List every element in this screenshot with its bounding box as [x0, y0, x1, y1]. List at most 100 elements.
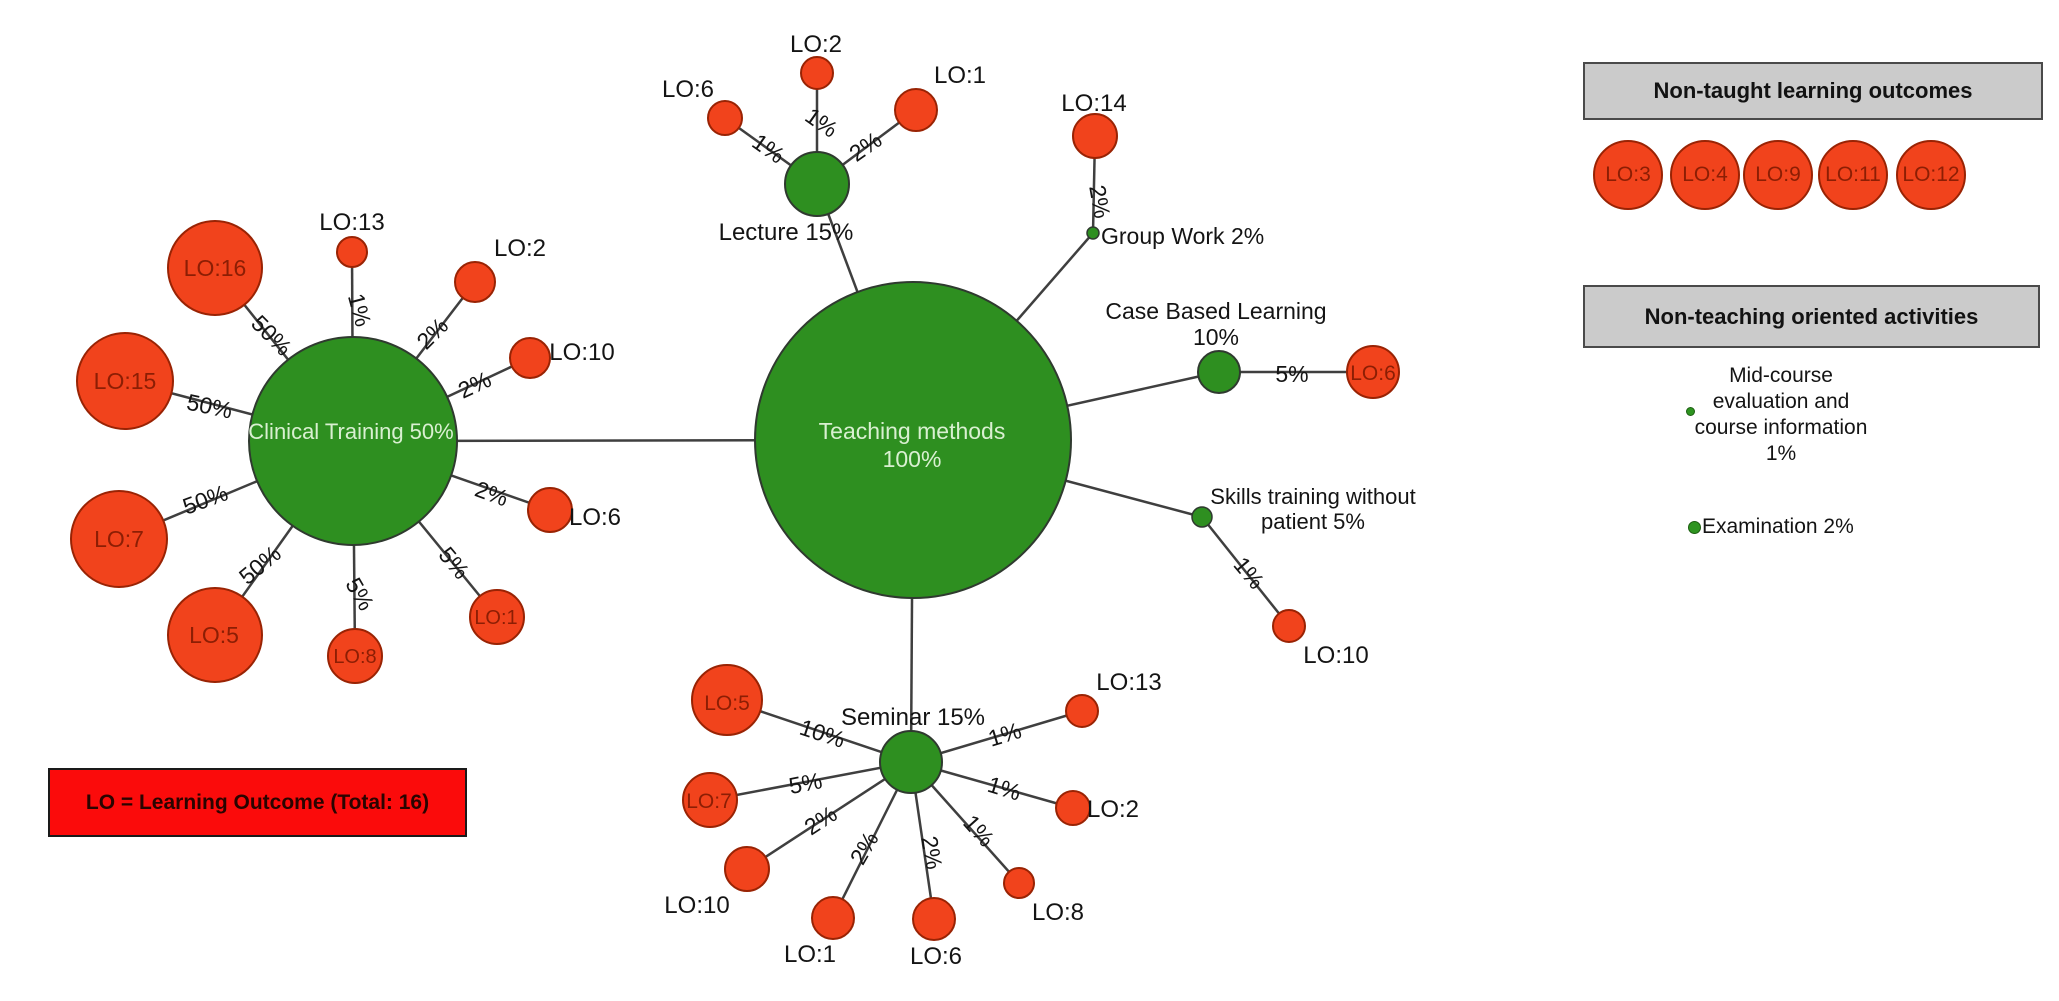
node-c1	[469, 589, 525, 645]
edge-seminar-s10	[746, 760, 912, 871]
non-taught-outcomes-title: Non-taught learning outcomes	[1653, 78, 1973, 103]
node-s7	[682, 772, 738, 828]
node-label-clinical: Clinical Training 50%	[248, 419, 453, 444]
node-label-cbl-2: 10%	[1193, 324, 1239, 350]
node-label-s13: LO:13	[1096, 669, 1161, 696]
edge-label-seminar-s13: 1%	[985, 717, 1024, 752]
non-taught-outcome-lo-4: LO:4	[1670, 140, 1740, 210]
non-taught-outcome-lo-11: LO:11	[1818, 140, 1888, 210]
node-c16	[167, 220, 263, 316]
node-label-k10: LO:10	[1303, 642, 1368, 669]
node-label-groupwork: Group Work 2%	[1101, 223, 1264, 249]
edge-label-clinical-c6: 2%	[472, 476, 512, 512]
edge-label-seminar-s1: 2%	[845, 827, 884, 869]
node-label-c13: LO:13	[319, 209, 384, 236]
node-label-b6: LO:6	[1350, 362, 1396, 385]
node-s13	[1065, 694, 1099, 728]
node-b6	[1346, 345, 1400, 399]
node-label-cbl-1: Case Based Learning	[1105, 298, 1326, 324]
node-s10	[724, 846, 770, 892]
node-label-L2: LO:2	[790, 31, 842, 58]
node-c8	[327, 628, 383, 684]
node-k10	[1272, 609, 1306, 643]
legend-box: LO = Learning Outcome (Total: 16)	[48, 768, 467, 837]
edge-label-seminar-s10: 2%	[800, 800, 842, 840]
edge-label-cbl-b6: 5%	[1275, 361, 1308, 387]
node-label-c5: LO:5	[189, 622, 239, 648]
node-label-c8: LO:8	[333, 646, 376, 668]
edge-label-clinical-c8: 5%	[340, 573, 379, 615]
node-c2	[454, 261, 496, 303]
node-label-s6: LO:6	[910, 943, 962, 970]
node-label-c6: LO:6	[569, 504, 621, 531]
edge-label-clinical-c15: 50%	[184, 389, 234, 424]
examination-activity-dot	[1688, 521, 1701, 534]
non-teaching-activities-title: Non-teaching oriented activities	[1644, 303, 1979, 329]
edge-label-clinical-c7: 50%	[179, 479, 231, 519]
non-teaching-activities-header: Non-teaching oriented activities	[1583, 285, 2040, 348]
examination-activity-label: Examination 2%	[1702, 515, 1854, 538]
node-c13	[336, 236, 368, 268]
node-label-lecture: Lecture 15%	[719, 219, 854, 246]
node-c15	[76, 332, 174, 430]
node-seminar	[879, 730, 943, 794]
node-c5	[167, 587, 263, 683]
node-s2	[1055, 790, 1091, 826]
edge-label-lecture-L6: 1%	[748, 128, 790, 168]
node-s1	[811, 896, 855, 940]
edge-label-lecture-L1: 2%	[844, 126, 886, 166]
midcourse-line-4: 1%	[1765, 442, 1797, 465]
midcourse-line-2: evaluation and	[1712, 390, 1850, 413]
node-L2	[800, 56, 834, 90]
edge-label-seminar-s2: 1%	[985, 771, 1024, 806]
non-taught-outcome-lo-12: LO:12	[1896, 140, 1966, 210]
node-skills	[1191, 506, 1213, 528]
node-groupwork	[1086, 226, 1100, 240]
edge-label-groupwork-lo14: 2%	[1084, 183, 1115, 220]
node-clinical	[248, 336, 458, 546]
non-taught-outcome-lo-3: LO:3	[1593, 140, 1663, 210]
edge-label-seminar-s7: 5%	[787, 767, 825, 799]
node-label-s5: LO:5	[704, 692, 750, 715]
edge-label-seminar-s8: 1%	[958, 810, 1000, 852]
node-label-teaching-1: Teaching methods	[819, 418, 1006, 444]
node-s8	[1003, 867, 1035, 899]
node-s5	[691, 664, 763, 736]
midcourse-activity-dot	[1686, 407, 1695, 416]
node-label-lo14: LO:14	[1061, 90, 1126, 117]
node-label-skills-1: Skills training without	[1210, 484, 1415, 509]
node-label-c7: LO:7	[94, 526, 144, 552]
midcourse-line-3: course information	[1694, 416, 1868, 439]
node-cbl	[1197, 350, 1241, 394]
node-label-s7: LO:7	[686, 790, 732, 813]
node-c10	[509, 337, 551, 379]
node-label-s10: LO:10	[664, 892, 729, 919]
edge-label-seminar-s6: 2%	[916, 834, 947, 871]
node-label-c10: LO:10	[549, 339, 614, 366]
node-c7	[70, 490, 168, 588]
node-label-c1: LO:1	[474, 607, 517, 629]
node-label-seminar: Seminar 15%	[841, 704, 985, 731]
non-taught-outcomes-header: Non-taught learning outcomes	[1583, 62, 2043, 120]
node-teaching	[754, 281, 1072, 599]
midcourse-line-1: Mid-course	[1729, 364, 1833, 387]
node-label-c16: LO:16	[184, 255, 247, 281]
edge-label-clinical-c10: 2%	[454, 366, 495, 404]
node-label-s8: LO:8	[1032, 899, 1084, 926]
node-label-L6: LO:6	[662, 76, 714, 103]
edge-label-lecture-L2: 1%	[801, 102, 843, 142]
node-label-s1: LO:1	[784, 941, 836, 968]
node-label-skills-2: patient 5%	[1261, 509, 1365, 534]
node-lo14	[1072, 113, 1118, 159]
node-label-c15: LO:15	[94, 368, 157, 394]
node-s6	[912, 897, 956, 941]
non-taught-outcome-lo-9: LO:9	[1743, 140, 1813, 210]
node-label-s2: LO:2	[1087, 796, 1139, 823]
edge-skills-k10	[1201, 516, 1290, 627]
node-c6	[527, 487, 573, 533]
node-L1	[894, 88, 938, 132]
node-label-teaching-2: 100%	[883, 446, 942, 472]
edge-seminar-s7	[709, 760, 912, 802]
